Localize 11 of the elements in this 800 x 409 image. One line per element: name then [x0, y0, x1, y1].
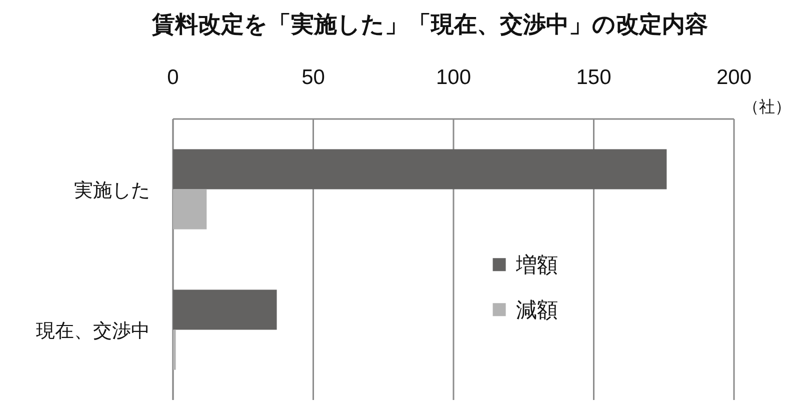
- legend-label: 増額: [514, 253, 558, 278]
- legend-label: 減額: [516, 299, 558, 322]
- y-tick-label: 実施した: [74, 179, 150, 202]
- x-axis-title: （社）: [743, 98, 791, 116]
- x-tick-label: 0: [167, 66, 179, 89]
- x-tick-label: 100: [436, 66, 472, 89]
- x-tick-label: 50: [302, 66, 325, 89]
- x-tick-label: 150: [576, 66, 612, 89]
- y-tick-label: 現在、交渉中: [36, 320, 150, 342]
- x-tick-label: 200: [716, 66, 752, 89]
- chart-title: 賃料改定を「実施した」「現在、交渉中」の改定内容: [151, 11, 708, 37]
